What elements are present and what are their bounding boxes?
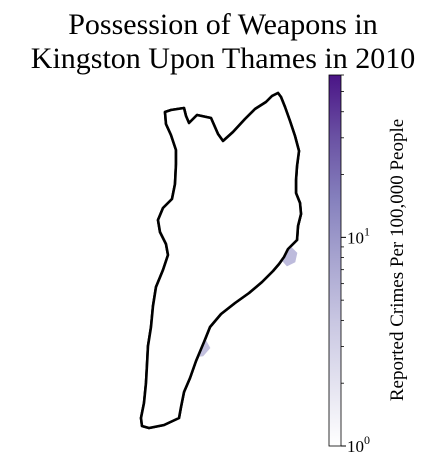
title-line-1: Possession of Weapons in — [68, 8, 378, 41]
colorbar-gradient — [329, 75, 341, 446]
colorbar-tick-label: 100 — [347, 433, 370, 456]
title-line-2: Kingston Upon Thames in 2010 — [31, 42, 415, 75]
colorbar-tick-label: 101 — [347, 224, 370, 247]
colorbar-label: Reported Crimes Per 100,000 People — [387, 119, 408, 401]
colorbar-ticks: 100 101 — [341, 75, 370, 456]
map-title: Possession of Weapons in Kingston Upon T… — [31, 8, 415, 75]
colorbar: 100 101 Reported Crimes Per 100,000 Peopl… — [329, 75, 408, 456]
